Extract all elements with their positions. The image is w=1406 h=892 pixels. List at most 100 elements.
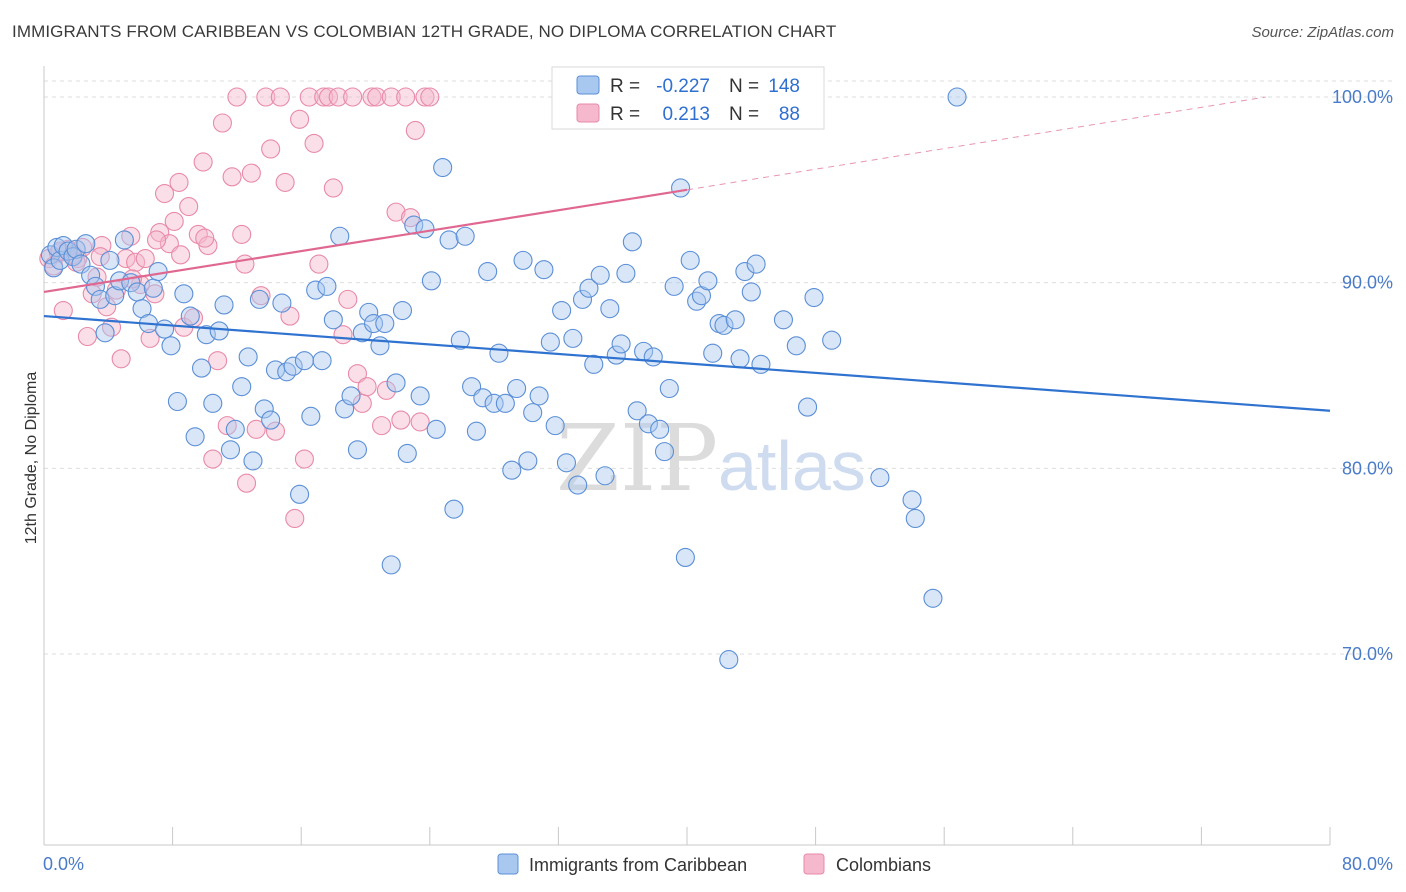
point-caribbean <box>556 453 576 473</box>
point-caribbean <box>323 310 343 330</box>
point-caribbean <box>114 230 134 250</box>
source-label: Source: ZipAtlas.com <box>1251 24 1394 41</box>
point-colombians <box>294 449 314 469</box>
legend-r-label-1: R = <box>610 76 640 97</box>
point-caribbean <box>155 319 175 339</box>
point-caribbean <box>439 230 459 250</box>
point-colombians <box>299 87 319 107</box>
point-caribbean <box>290 484 310 504</box>
point-caribbean <box>363 313 384 334</box>
x-tick-max: 80.0% <box>1342 854 1393 874</box>
point-caribbean <box>518 451 538 471</box>
point-colombians <box>290 109 310 129</box>
point-caribbean <box>902 490 922 510</box>
bottom-legend-swatch-blue <box>497 853 519 875</box>
point-caribbean <box>822 330 842 350</box>
watermark-atlas: atlas <box>718 427 866 505</box>
y-tick-label-70: 70.0% <box>1342 644 1393 664</box>
point-colombians <box>155 183 175 204</box>
y-axis-title: 12th Grade, No Diploma <box>23 372 40 545</box>
point-caribbean <box>249 289 269 309</box>
point-caribbean <box>232 377 252 397</box>
point-caribbean <box>600 299 620 319</box>
point-caribbean <box>397 443 417 464</box>
point-caribbean <box>220 440 241 460</box>
point-caribbean <box>100 250 120 270</box>
point-caribbean <box>545 416 565 436</box>
y-tick-label-80: 80.0% <box>1342 458 1393 478</box>
point-caribbean <box>703 343 723 363</box>
point-colombians <box>343 87 363 107</box>
point-colombians <box>140 328 160 348</box>
point-caribbean <box>466 421 486 441</box>
point-caribbean <box>352 323 372 343</box>
x-tick-min: 0.0% <box>43 854 84 874</box>
point-caribbean <box>261 410 281 430</box>
point-caribbean <box>523 403 543 423</box>
stats-legend: R = -0.227 N = 148 R = 0.213 N = 88 <box>551 66 825 130</box>
chart-title: IMMIGRANTS FROM CARIBBEAN VS COLOMBIAN 1… <box>12 22 837 41</box>
point-caribbean <box>330 226 350 246</box>
point-caribbean <box>489 343 509 363</box>
point-caribbean <box>196 325 216 345</box>
point-colombians <box>420 87 440 107</box>
point-colombians <box>396 87 416 107</box>
point-colombians <box>386 202 406 222</box>
watermark: ZIP atlas <box>556 405 866 512</box>
axes <box>43 66 1331 846</box>
point-colombians <box>90 247 110 267</box>
trend-line-caribbean <box>43 314 1331 412</box>
point-colombians <box>372 416 392 436</box>
point-caribbean <box>301 406 321 426</box>
point-colombians <box>376 380 396 400</box>
point-caribbean <box>381 555 401 575</box>
bottom-legend-label-2: Colombians <box>836 855 931 875</box>
point-caribbean <box>180 306 200 326</box>
point-caribbean <box>191 358 212 378</box>
point-colombians <box>179 196 199 217</box>
point-caribbean <box>306 280 326 300</box>
point-colombians <box>212 113 232 133</box>
point-caribbean <box>386 373 406 393</box>
point-caribbean <box>579 278 599 298</box>
point-caribbean <box>719 650 739 670</box>
trend-line-colombians <box>43 188 688 294</box>
point-caribbean <box>473 388 493 408</box>
point-caribbean <box>421 271 441 291</box>
point-colombians <box>126 252 146 272</box>
point-caribbean <box>444 499 464 519</box>
point-colombians <box>285 508 305 529</box>
point-caribbean <box>214 295 234 315</box>
point-caribbean <box>725 310 745 330</box>
point-colombians <box>135 248 155 269</box>
point-colombians <box>222 167 242 187</box>
point-caribbean <box>455 226 475 246</box>
point-caribbean <box>341 386 361 406</box>
point-caribbean <box>572 289 593 309</box>
point-caribbean <box>161 336 181 356</box>
point-caribbean <box>410 386 430 406</box>
point-colombians <box>275 172 295 192</box>
point-colombians <box>347 364 368 384</box>
point-caribbean <box>643 347 663 367</box>
point-caribbean <box>90 289 110 309</box>
point-caribbean <box>272 293 292 313</box>
point-caribbean <box>127 282 147 302</box>
point-caribbean <box>552 300 572 321</box>
point-caribbean <box>905 508 925 529</box>
legend-n-label-2: N = <box>729 104 759 125</box>
point-colombians <box>164 211 184 231</box>
point-caribbean <box>209 321 229 341</box>
point-colombians <box>116 248 136 269</box>
point-caribbean <box>148 261 168 282</box>
point-colombians <box>304 133 324 153</box>
point-colombians <box>328 87 348 107</box>
point-caribbean <box>627 401 647 421</box>
point-caribbean <box>680 250 700 270</box>
legend-n-value-2: 88 <box>779 104 800 125</box>
legend-n-label-1: N = <box>729 76 759 97</box>
point-caribbean <box>426 419 446 439</box>
point-caribbean <box>751 354 771 374</box>
point-colombians <box>97 297 117 317</box>
